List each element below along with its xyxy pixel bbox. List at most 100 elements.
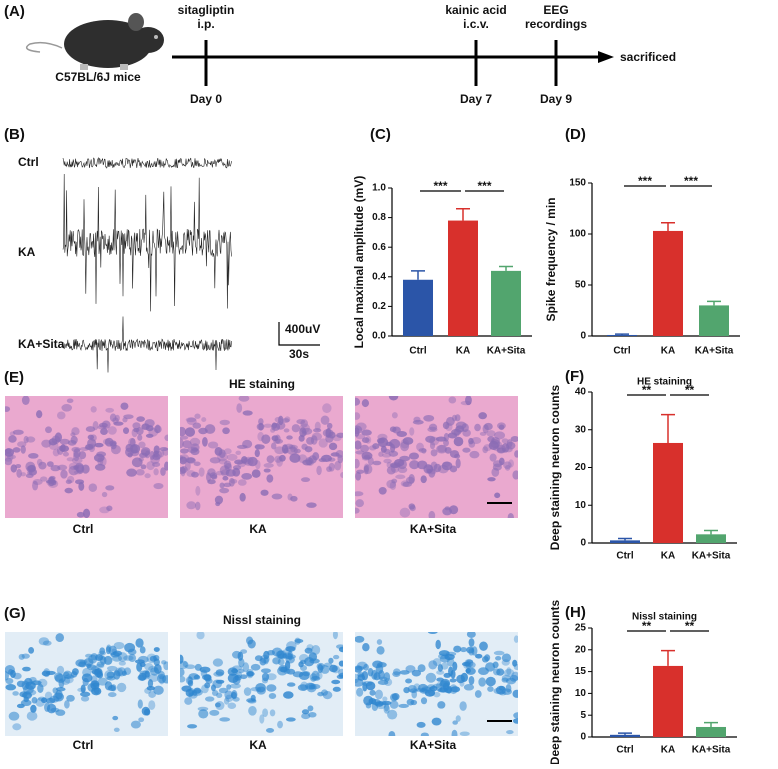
cell: [138, 441, 146, 449]
micrograph: [5, 396, 168, 518]
cell: [159, 450, 165, 458]
cell: [204, 424, 216, 434]
cell: [185, 417, 197, 423]
bar: [696, 534, 726, 543]
cell: [189, 437, 201, 447]
y-tick-label: 30: [575, 424, 587, 435]
cell: [144, 473, 151, 479]
cell: [306, 436, 315, 445]
cell: [28, 468, 38, 476]
scale-x-label: 30s: [289, 347, 309, 361]
cell: [382, 696, 388, 702]
cell: [416, 460, 428, 470]
cell: [180, 456, 187, 465]
cell: [448, 396, 457, 404]
strain-label: C57BL/6J mice: [55, 70, 141, 84]
error-bar: [618, 537, 632, 541]
cell: [145, 433, 154, 438]
cell: [41, 697, 48, 704]
cell: [137, 674, 146, 681]
cell: [247, 699, 257, 704]
cell: [382, 452, 392, 458]
cell: [428, 510, 436, 518]
x-tick-label: KA: [661, 551, 675, 562]
cell: [448, 666, 454, 677]
cell: [355, 635, 365, 643]
cell: [153, 685, 164, 695]
cell: [291, 424, 301, 433]
cell: [263, 656, 269, 665]
bar: [448, 220, 478, 336]
cell: [36, 410, 43, 419]
cell: [31, 680, 42, 686]
cell: [507, 512, 514, 518]
cell: [222, 476, 229, 481]
cell: [496, 444, 506, 453]
x-tick-label: KA+Sita: [692, 745, 731, 756]
cell: [514, 450, 518, 458]
cell: [302, 671, 311, 677]
cell: [180, 667, 185, 677]
error-bar: [618, 732, 632, 735]
cell: [435, 682, 443, 692]
cell: [474, 423, 481, 432]
cell: [271, 493, 283, 500]
cell: [441, 461, 453, 471]
cell: [424, 689, 436, 697]
cell: [196, 632, 205, 640]
cell: [198, 709, 209, 719]
cell: [209, 709, 220, 716]
cell: [286, 668, 296, 675]
cell: [180, 438, 184, 449]
event-label: i.c.v.: [463, 17, 489, 31]
mouse-icon: [25, 13, 164, 70]
y-axis-label: Local maximal amplitude (mV): [352, 176, 366, 349]
cell: [250, 663, 261, 671]
cell: [134, 659, 145, 664]
cell: [386, 466, 396, 475]
cell: [306, 502, 317, 508]
cell: [270, 442, 277, 450]
cell: [409, 460, 420, 470]
cell: [105, 646, 111, 655]
cell: [383, 672, 391, 682]
cell: [360, 444, 370, 453]
cell: [301, 427, 313, 435]
cell: [498, 457, 505, 466]
cell: [180, 466, 187, 475]
bar: [696, 726, 726, 737]
cell: [141, 669, 151, 680]
cell: [487, 686, 494, 692]
y-tick-label: 150: [569, 178, 586, 189]
cell: [433, 463, 442, 473]
cell: [144, 663, 154, 671]
cell: [395, 474, 406, 480]
cell: [510, 436, 518, 442]
cell: [391, 478, 398, 484]
cell: [267, 650, 275, 656]
cell: [204, 696, 215, 702]
cell: [286, 641, 297, 651]
cell: [329, 664, 338, 673]
cell: [378, 670, 385, 680]
cell: [355, 450, 365, 455]
cell: [362, 682, 368, 692]
cell: [306, 682, 317, 693]
cell: [266, 684, 277, 692]
eeg-trace: [62, 156, 232, 169]
event-label: EEG: [543, 3, 568, 17]
cell: [512, 659, 518, 667]
cell: [21, 396, 30, 405]
cell: [420, 732, 429, 736]
cell: [320, 415, 330, 425]
cell: [99, 456, 107, 467]
cell: [418, 448, 427, 453]
cell: [355, 499, 364, 508]
cell: [12, 447, 21, 453]
cell: [454, 414, 461, 422]
cell: [209, 457, 221, 464]
cell: [187, 679, 194, 687]
cell: [62, 451, 69, 457]
cell: [153, 425, 162, 434]
cell: [41, 439, 52, 448]
